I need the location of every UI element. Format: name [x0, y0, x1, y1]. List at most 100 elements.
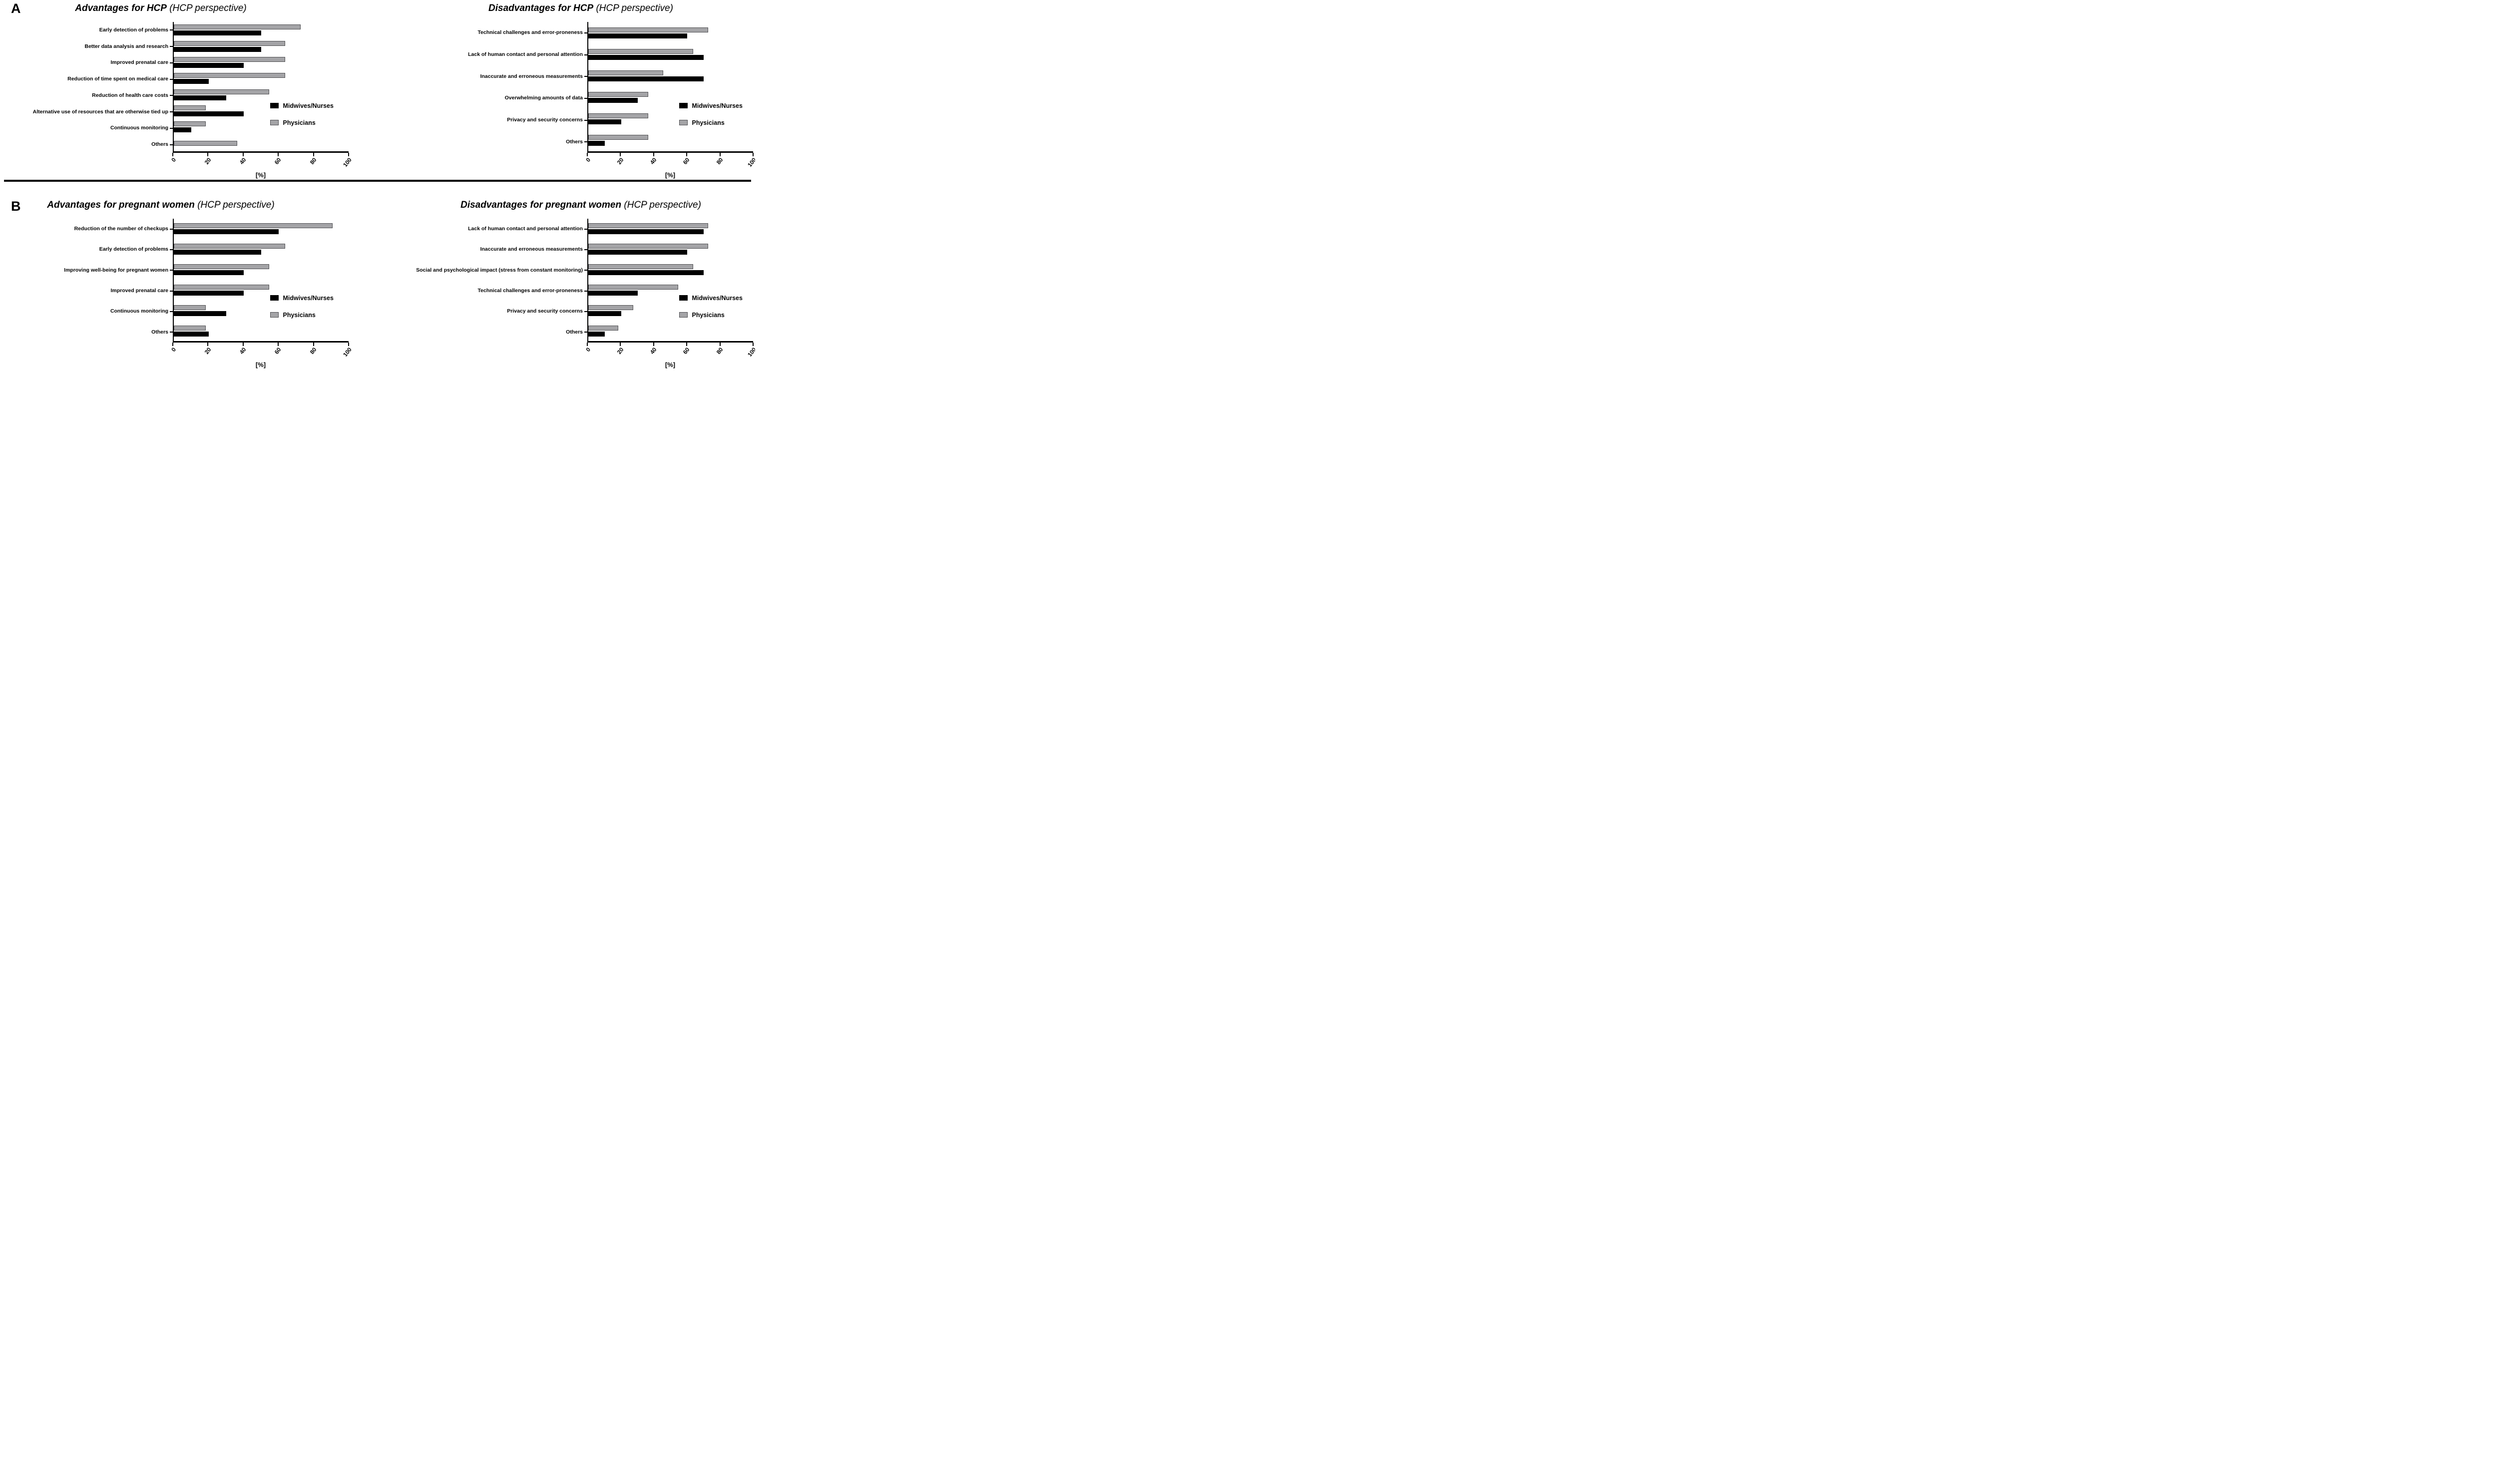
- chart-title-main: Advantages for pregnant women: [47, 200, 195, 210]
- plot-area: Midwives/Nurses Physicians: [587, 22, 753, 153]
- x-tick-label: 100: [747, 347, 755, 358]
- bar-physicians: [588, 70, 664, 75]
- x-axis-ticks: 0 20 40 60 80 100: [170, 343, 353, 360]
- legend-item: Midwives/Nurses: [679, 102, 743, 109]
- bar-group: [174, 38, 349, 54]
- x-tick-mark: [172, 153, 173, 156]
- bar-physicians: [174, 56, 285, 62]
- category-label: Privacy and security concerns: [507, 117, 583, 123]
- x-tick-mark: [207, 343, 209, 346]
- category-row: Lack of human contact and personal atten…: [378, 44, 587, 66]
- panel-label-a: A: [11, 1, 21, 16]
- y-tick-mark: [584, 290, 587, 292]
- bar-physicians: [174, 284, 269, 290]
- x-tick-mark: [587, 343, 588, 346]
- bar-group: [174, 22, 349, 38]
- category-label: Others: [151, 141, 168, 148]
- category-row: Better data analysis and research: [0, 38, 173, 55]
- legend-label: Midwives/Nurses: [283, 102, 334, 109]
- y-tick-mark: [170, 127, 173, 129]
- chart-advantages-hcp: Advantages for HCP (HCP perspective) Ear…: [0, 0, 378, 179]
- x-tick-mark: [348, 153, 349, 156]
- category-label: Alternative use of resources that are ot…: [32, 108, 168, 115]
- legend: Midwives/Nurses Physicians: [679, 295, 743, 319]
- legend-item: Physicians: [270, 119, 334, 126]
- y-tick-mark: [170, 332, 173, 333]
- x-tick-mark: [753, 343, 754, 346]
- bar-physicians: [588, 264, 693, 270]
- chart-title: Disadvantages for pregnant women (HCP pe…: [378, 199, 755, 212]
- bar-midwives-nurses: [588, 76, 704, 81]
- x-tick-mark: [242, 153, 244, 156]
- x-tick-label: 80: [715, 157, 725, 166]
- x-tick-mark: [719, 153, 721, 156]
- panel-b-charts: Advantages for pregnant women (HCP persp…: [0, 197, 755, 369]
- x-tick-mark: [653, 153, 654, 156]
- category-label: Inaccurate and erroneous measurements: [480, 73, 583, 79]
- category-row: Privacy and security concerns: [378, 109, 587, 131]
- panel-a-charts: Advantages for HCP (HCP perspective) Ear…: [0, 0, 755, 179]
- bar-group: [588, 87, 753, 108]
- figure: A B Advantages for HCP (HCP perspective)…: [0, 0, 755, 371]
- category-label: Improved prenatal care: [110, 288, 168, 294]
- x-tick-label: 100: [342, 347, 353, 358]
- category-label: Continuous monitoring: [110, 308, 168, 315]
- category-row: Continuous monitoring: [0, 301, 173, 322]
- legend-item: Midwives/Nurses: [270, 295, 334, 302]
- x-tick-label: 40: [649, 157, 658, 166]
- bar-group: [174, 321, 349, 341]
- bar-midwives-nurses: [174, 30, 261, 36]
- y-tick-mark: [170, 46, 173, 47]
- category-row: Inaccurate and erroneous measurements: [378, 65, 587, 87]
- legend-item: Physicians: [679, 312, 743, 319]
- bar-physicians: [588, 244, 708, 249]
- chart-title: Advantages for pregnant women (HCP persp…: [0, 199, 378, 212]
- category-label: Others: [566, 329, 583, 335]
- bar-physicians: [174, 140, 238, 146]
- bar-midwives-nurses: [174, 250, 261, 255]
- bar-group: [588, 239, 753, 260]
- bar-midwives-nurses: [174, 62, 244, 68]
- y-tick-mark: [584, 97, 587, 99]
- panel-b: Advantages for pregnant women (HCP persp…: [0, 182, 755, 369]
- category-label: Technical challenges and error-proneness: [477, 29, 583, 36]
- y-tick-mark: [170, 144, 173, 145]
- bar-midwives-nurses: [174, 46, 261, 52]
- y-tick-mark: [584, 76, 587, 77]
- legend-label: Physicians: [283, 119, 316, 126]
- y-tick-mark: [584, 119, 587, 121]
- bar-group: [588, 65, 753, 86]
- bar-physicians: [588, 325, 619, 331]
- y-tick-mark: [584, 270, 587, 271]
- chart-title: Advantages for HCP (HCP perspective): [0, 2, 378, 15]
- x-tick-label: 100: [747, 157, 755, 168]
- panel-label-b: B: [11, 199, 21, 214]
- y-tick-mark: [584, 141, 587, 143]
- y-tick-mark: [170, 95, 173, 96]
- bar-midwives-nurses: [588, 54, 704, 60]
- category-label: Reduction of time spent on medical care: [67, 76, 168, 82]
- y-tick-mark: [584, 32, 587, 33]
- bar-physicians: [174, 121, 206, 127]
- category-row: Others: [0, 136, 173, 153]
- category-label: Better data analysis and research: [84, 43, 169, 49]
- x-axis-ticks: 0 20 40 60 80 100: [585, 343, 755, 360]
- bar-midwives-nurses: [174, 290, 244, 296]
- category-label: Reduction of the number of checkups: [74, 226, 168, 232]
- x-tick-label: 60: [682, 347, 691, 356]
- legend-swatch: [270, 295, 279, 301]
- x-tick-label: 0: [170, 347, 177, 353]
- panel-divider-line: [4, 180, 751, 182]
- legend-item: Midwives/Nurses: [679, 295, 743, 302]
- category-label: Technical challenges and error-proneness: [477, 288, 583, 294]
- bar-physicians: [174, 223, 333, 229]
- bar-group: [588, 22, 753, 43]
- chart-title-main: Disadvantages for HCP: [488, 3, 594, 13]
- y-tick-mark: [170, 29, 173, 31]
- bar-physicians: [174, 105, 206, 111]
- chart-title: Disadvantages for HCP (HCP perspective): [378, 2, 755, 15]
- y-tick-mark: [170, 249, 173, 250]
- chart-title-main: Advantages for HCP: [75, 3, 167, 13]
- category-row: Continuous monitoring: [0, 120, 173, 137]
- legend-swatch: [270, 120, 279, 126]
